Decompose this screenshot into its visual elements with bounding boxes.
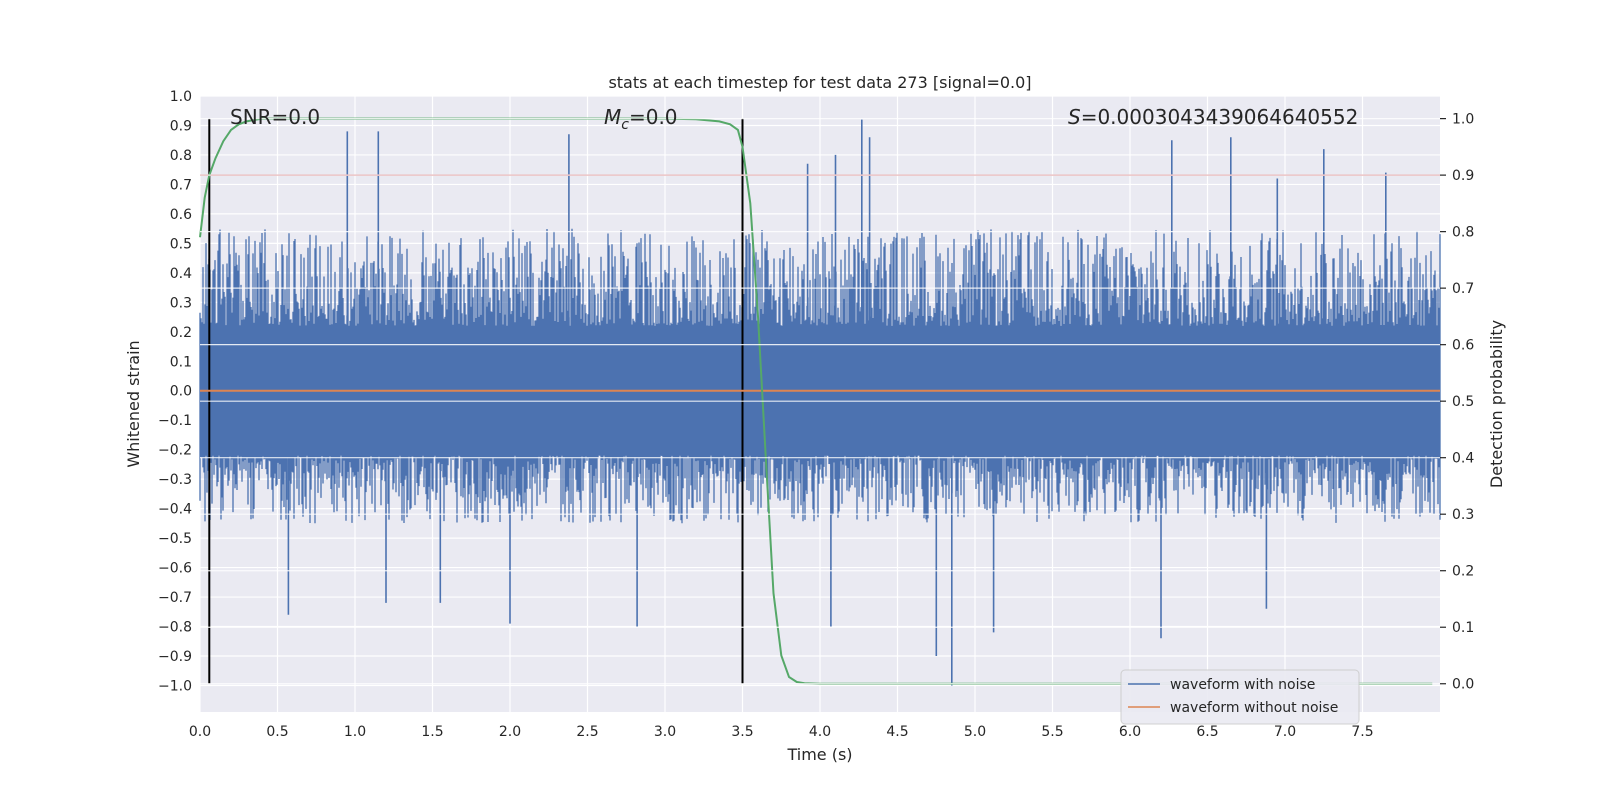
y2-tick-label: 0.9: [1452, 168, 1474, 184]
y-tick-label: 0.5: [170, 236, 192, 252]
x-tick-label: 6.0: [1119, 724, 1141, 740]
y-tick-label: 0.4: [170, 266, 192, 282]
y2-tick-label: 0.7: [1452, 281, 1474, 297]
y-tick-label: 0.3: [170, 295, 192, 311]
legend-label-clean: waveform without noise: [1170, 700, 1338, 716]
snr-annotation: SNR=0.0: [230, 105, 320, 129]
legend: waveform with noise waveform without noi…: [1120, 669, 1360, 725]
x-tick-label: 2.0: [499, 724, 521, 740]
grid-horizontal-right: [200, 118, 1440, 685]
s-value: =0.0003043439064640552: [1081, 105, 1359, 129]
y-tick-label: −0.8: [158, 620, 192, 636]
y-tick-label: −0.2: [158, 443, 192, 459]
y-tick-label: −0.6: [158, 561, 192, 577]
x-tick-label: 0.5: [266, 724, 288, 740]
legend-label-noise: waveform with noise: [1170, 677, 1315, 693]
y-tick-label: −0.5: [158, 531, 192, 547]
x-tick-label: 5.0: [964, 724, 986, 740]
noise-body: [199, 228, 1441, 524]
mc-annotation: Mc=0.0: [604, 105, 678, 133]
x-axis-label: Time (s): [786, 745, 852, 764]
s-annotation: S=0.0003043439064640552: [1068, 105, 1358, 129]
y-tick-label: 0.7: [170, 177, 192, 193]
y2-axis-label: Detection probability: [1487, 320, 1506, 488]
x-tick-label: 6.5: [1196, 724, 1218, 740]
mc-subscript: c: [621, 117, 629, 133]
y-tick-label: 0.9: [170, 118, 192, 134]
y-tick-label: 0.6: [170, 207, 192, 223]
y-axis-ticks: 1.0 0.9 0.8 0.7 0.6 0.5 0.4 0.3 0.2 0.1 0.0 −0.1 −0.…: [158, 89, 192, 694]
y-tick-label: 0.0: [170, 384, 192, 400]
y2-tick-label: 0.5: [1452, 394, 1474, 410]
y2-tick-label: 0.1: [1452, 620, 1474, 636]
y-tick-label: −0.7: [158, 590, 192, 606]
y2-tick-label: 0.6: [1452, 338, 1474, 354]
y2-tick-label: 0.4: [1452, 451, 1474, 467]
y-tick-label: −0.1: [158, 413, 192, 429]
y-tick-label: −1.0: [158, 678, 192, 694]
legend-box: [1120, 669, 1360, 725]
x-tick-label: 1.5: [421, 724, 443, 740]
x-tick-label: 2.5: [576, 724, 598, 740]
mc-symbol: M: [604, 105, 621, 129]
y-tick-label: −0.9: [158, 649, 192, 665]
x-tick-label: 4.0: [809, 724, 831, 740]
y2-axis-ticks: 1.0 0.9 0.8 0.7 0.6 0.5 0.4 0.3 0.2 0.1 0.0: [1440, 112, 1474, 693]
x-tick-label: 0.0: [189, 724, 211, 740]
x-tick-label: 5.5: [1041, 724, 1063, 740]
y2-tick-label: 0.8: [1452, 225, 1474, 241]
s-symbol: S: [1068, 105, 1081, 129]
chart-title: stats at each timestep for test data 273…: [608, 73, 1031, 92]
y2-tick-label: 1.0: [1452, 112, 1474, 128]
y2-tick-label: 0.0: [1452, 677, 1474, 693]
x-tick-label: 7.0: [1274, 724, 1296, 740]
y-tick-label: 1.0: [170, 89, 192, 105]
y-tick-label: −0.4: [158, 502, 192, 518]
y-tick-label: 0.1: [170, 354, 192, 370]
y-tick-label: 0.2: [170, 325, 192, 341]
x-tick-label: 4.5: [886, 724, 908, 740]
x-tick-label: 7.5: [1351, 724, 1373, 740]
y-tick-label: −0.3: [158, 472, 192, 488]
x-axis-ticks: 0.0 0.5 1.0 1.5 2.0 2.5 3.0 3.5 4.0 4.5 5.0 5.5 6.0 6…: [189, 724, 1374, 740]
y2-tick-label: 0.3: [1452, 507, 1474, 523]
y2-tick-label: 0.2: [1452, 564, 1474, 580]
x-tick-label: 1.0: [344, 724, 366, 740]
x-tick-label: 3.5: [731, 724, 753, 740]
y-axis-label: Whitened strain: [124, 340, 143, 467]
y-tick-label: 0.8: [170, 148, 192, 164]
mc-value: =0.0: [629, 105, 678, 129]
x-tick-label: 3.0: [654, 724, 676, 740]
